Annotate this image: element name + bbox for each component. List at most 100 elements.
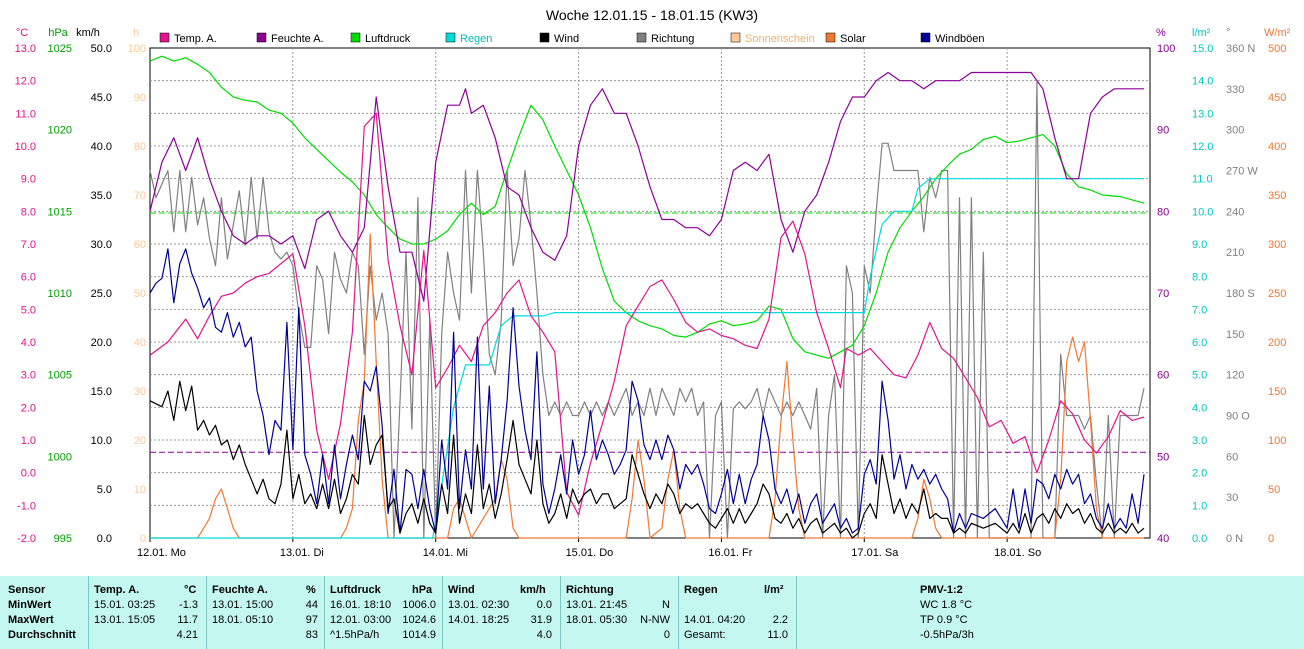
legend-swatch <box>159 32 170 43</box>
y-tick-label: 100 <box>1268 435 1286 447</box>
y-tick-label: 240 <box>1226 206 1244 218</box>
axis-unit-label: ° <box>1226 27 1230 39</box>
header-pmv: PMV-1:2 <box>920 584 963 596</box>
y-tick-label: 9.0 <box>21 174 36 186</box>
legend-swatch <box>350 32 361 43</box>
legend-label: Richtung <box>651 33 694 45</box>
plot-frame <box>149 47 1151 539</box>
header-temp: Temp. A. <box>94 584 140 596</box>
legend-swatch <box>256 32 267 43</box>
y-tick-label: 10 <box>134 484 146 496</box>
max-press-time: 12.01. 03:00 <box>330 614 392 626</box>
avg-dir-value: 0 <box>663 629 670 641</box>
max-dir-value: N-NW <box>640 614 670 626</box>
y-tick-label: 5.0 <box>1192 370 1207 382</box>
y-tick-label: 13.0 <box>1192 108 1213 120</box>
rain-total-label: Gesamt: <box>684 629 726 641</box>
y-tick-label: 3.0 <box>1192 435 1207 447</box>
x-tick-label: 15.01. Do <box>566 547 614 559</box>
y-tick-label: 80 <box>1157 206 1169 218</box>
y-tick-label: 50 <box>134 288 146 300</box>
y-tick-label: 30.0 <box>91 239 112 251</box>
y-tick-label: 250 <box>1268 288 1286 300</box>
legend-label: Wind <box>554 33 579 45</box>
y-tick-label: 15.0 <box>91 386 112 398</box>
series-line-temp-a <box>149 112 1145 516</box>
y-tick-label: 7.0 <box>1192 304 1207 316</box>
series-line-windb-en <box>149 248 1145 534</box>
y-tick-label: 45.0 <box>91 92 112 104</box>
row-avg-label: Durchschnitt <box>8 629 76 641</box>
max-hum-value: 97 <box>305 614 318 626</box>
y-tick-label: 1.0 <box>1192 500 1207 512</box>
y-tick-label: 1015 <box>48 206 72 218</box>
max-press-value: 1024.6 <box>402 614 436 626</box>
y-tick-label: 0.0 <box>1192 533 1207 545</box>
header-rain: Regen <box>684 584 718 596</box>
axis-unit-label: km/h <box>76 27 100 39</box>
y-tick-label: 0 <box>140 533 146 545</box>
legend-label: Feuchte A. <box>271 33 324 45</box>
axis-unit-label: % <box>1156 27 1166 39</box>
max-wind-value: 31.9 <box>530 614 552 626</box>
axis-unit-label: h <box>133 27 139 39</box>
y-tick-label: 1000 <box>48 451 72 463</box>
series-line-luftdruck <box>149 55 1145 359</box>
y-tick-label: 60 <box>1226 451 1238 463</box>
y-tick-label: 5.0 <box>21 304 36 316</box>
y-tick-label: 450 <box>1268 92 1286 104</box>
max-hum-time: 18.01. 05:10 <box>212 614 274 626</box>
chart-axes: 12.01. Mo 13.01. Di 14.01. Mi 15.01. Do 16.0… <box>15 27 1291 559</box>
pmv-pressure-trend: -0.5hPa/3h <box>920 629 974 641</box>
y-tick-label: 100 <box>128 43 146 55</box>
legend-label: Solar <box>840 33 866 45</box>
series-line-feuchte-a <box>149 71 1144 302</box>
legend-label: Windböen <box>935 33 985 45</box>
y-tick-label: 1010 <box>48 288 72 300</box>
y-tick-label: 60 <box>134 239 146 251</box>
y-tick-label: 0 N <box>1226 533 1243 545</box>
avg-press-value: 1014.9 <box>402 629 436 641</box>
y-tick-label: 8.0 <box>1192 272 1207 284</box>
header-dir: Richtung <box>566 584 614 596</box>
y-tick-label: 80 <box>134 141 146 153</box>
y-tick-label: 1025 <box>48 43 72 55</box>
min-dir-value: N <box>662 599 670 611</box>
x-tick-label: 18.01. So <box>994 547 1041 559</box>
header-hum-unit: % <box>306 584 316 596</box>
max-rain-value: 2.2 <box>772 614 788 626</box>
axis-unit-label: W/m² <box>1264 27 1291 39</box>
avg-wind-value: 4.0 <box>536 629 552 641</box>
legend-swatch <box>920 32 931 43</box>
x-tick-label: 17.01. Sa <box>851 547 899 559</box>
header-wind: Wind <box>448 584 475 596</box>
y-tick-label: 150 <box>1226 329 1244 341</box>
y-tick-label: 180 S <box>1226 288 1255 300</box>
series-line-richtung <box>149 81 1145 539</box>
axis-unit-label: hPa <box>48 27 68 39</box>
y-tick-label: 50 <box>1268 484 1280 496</box>
y-tick-label: 70 <box>1157 288 1169 300</box>
y-tick-label: 0.0 <box>21 468 36 480</box>
weather-chart: Woche 12.01.15 - 18.01.15 (KW3) Temp. A.… <box>15 7 1291 559</box>
y-tick-label: 1.0 <box>21 435 36 447</box>
row-max-label: MaxWert <box>8 614 54 626</box>
min-press-value: 1006.0 <box>402 599 436 611</box>
y-tick-label: 15.0 <box>1192 43 1213 55</box>
y-tick-label: 30 <box>134 386 146 398</box>
y-tick-label: 2.0 <box>21 402 36 414</box>
series-line-wind <box>149 380 1145 539</box>
y-tick-label: 5.0 <box>97 484 112 496</box>
y-tick-label: 1020 <box>48 125 72 137</box>
y-tick-label: 0 <box>1268 533 1274 545</box>
y-tick-label: 70 <box>134 190 146 202</box>
axis-unit-label: l/m² <box>1192 27 1211 39</box>
y-tick-label: 12.0 <box>15 76 36 88</box>
y-tick-label: 150 <box>1268 386 1286 398</box>
y-tick-label: 2.0 <box>1192 468 1207 480</box>
legend-swatch <box>539 32 550 43</box>
y-tick-label: 1005 <box>48 370 72 382</box>
y-tick-label: 40 <box>134 337 146 349</box>
y-tick-label: 6.0 <box>21 272 36 284</box>
legend-swatch <box>636 32 647 43</box>
